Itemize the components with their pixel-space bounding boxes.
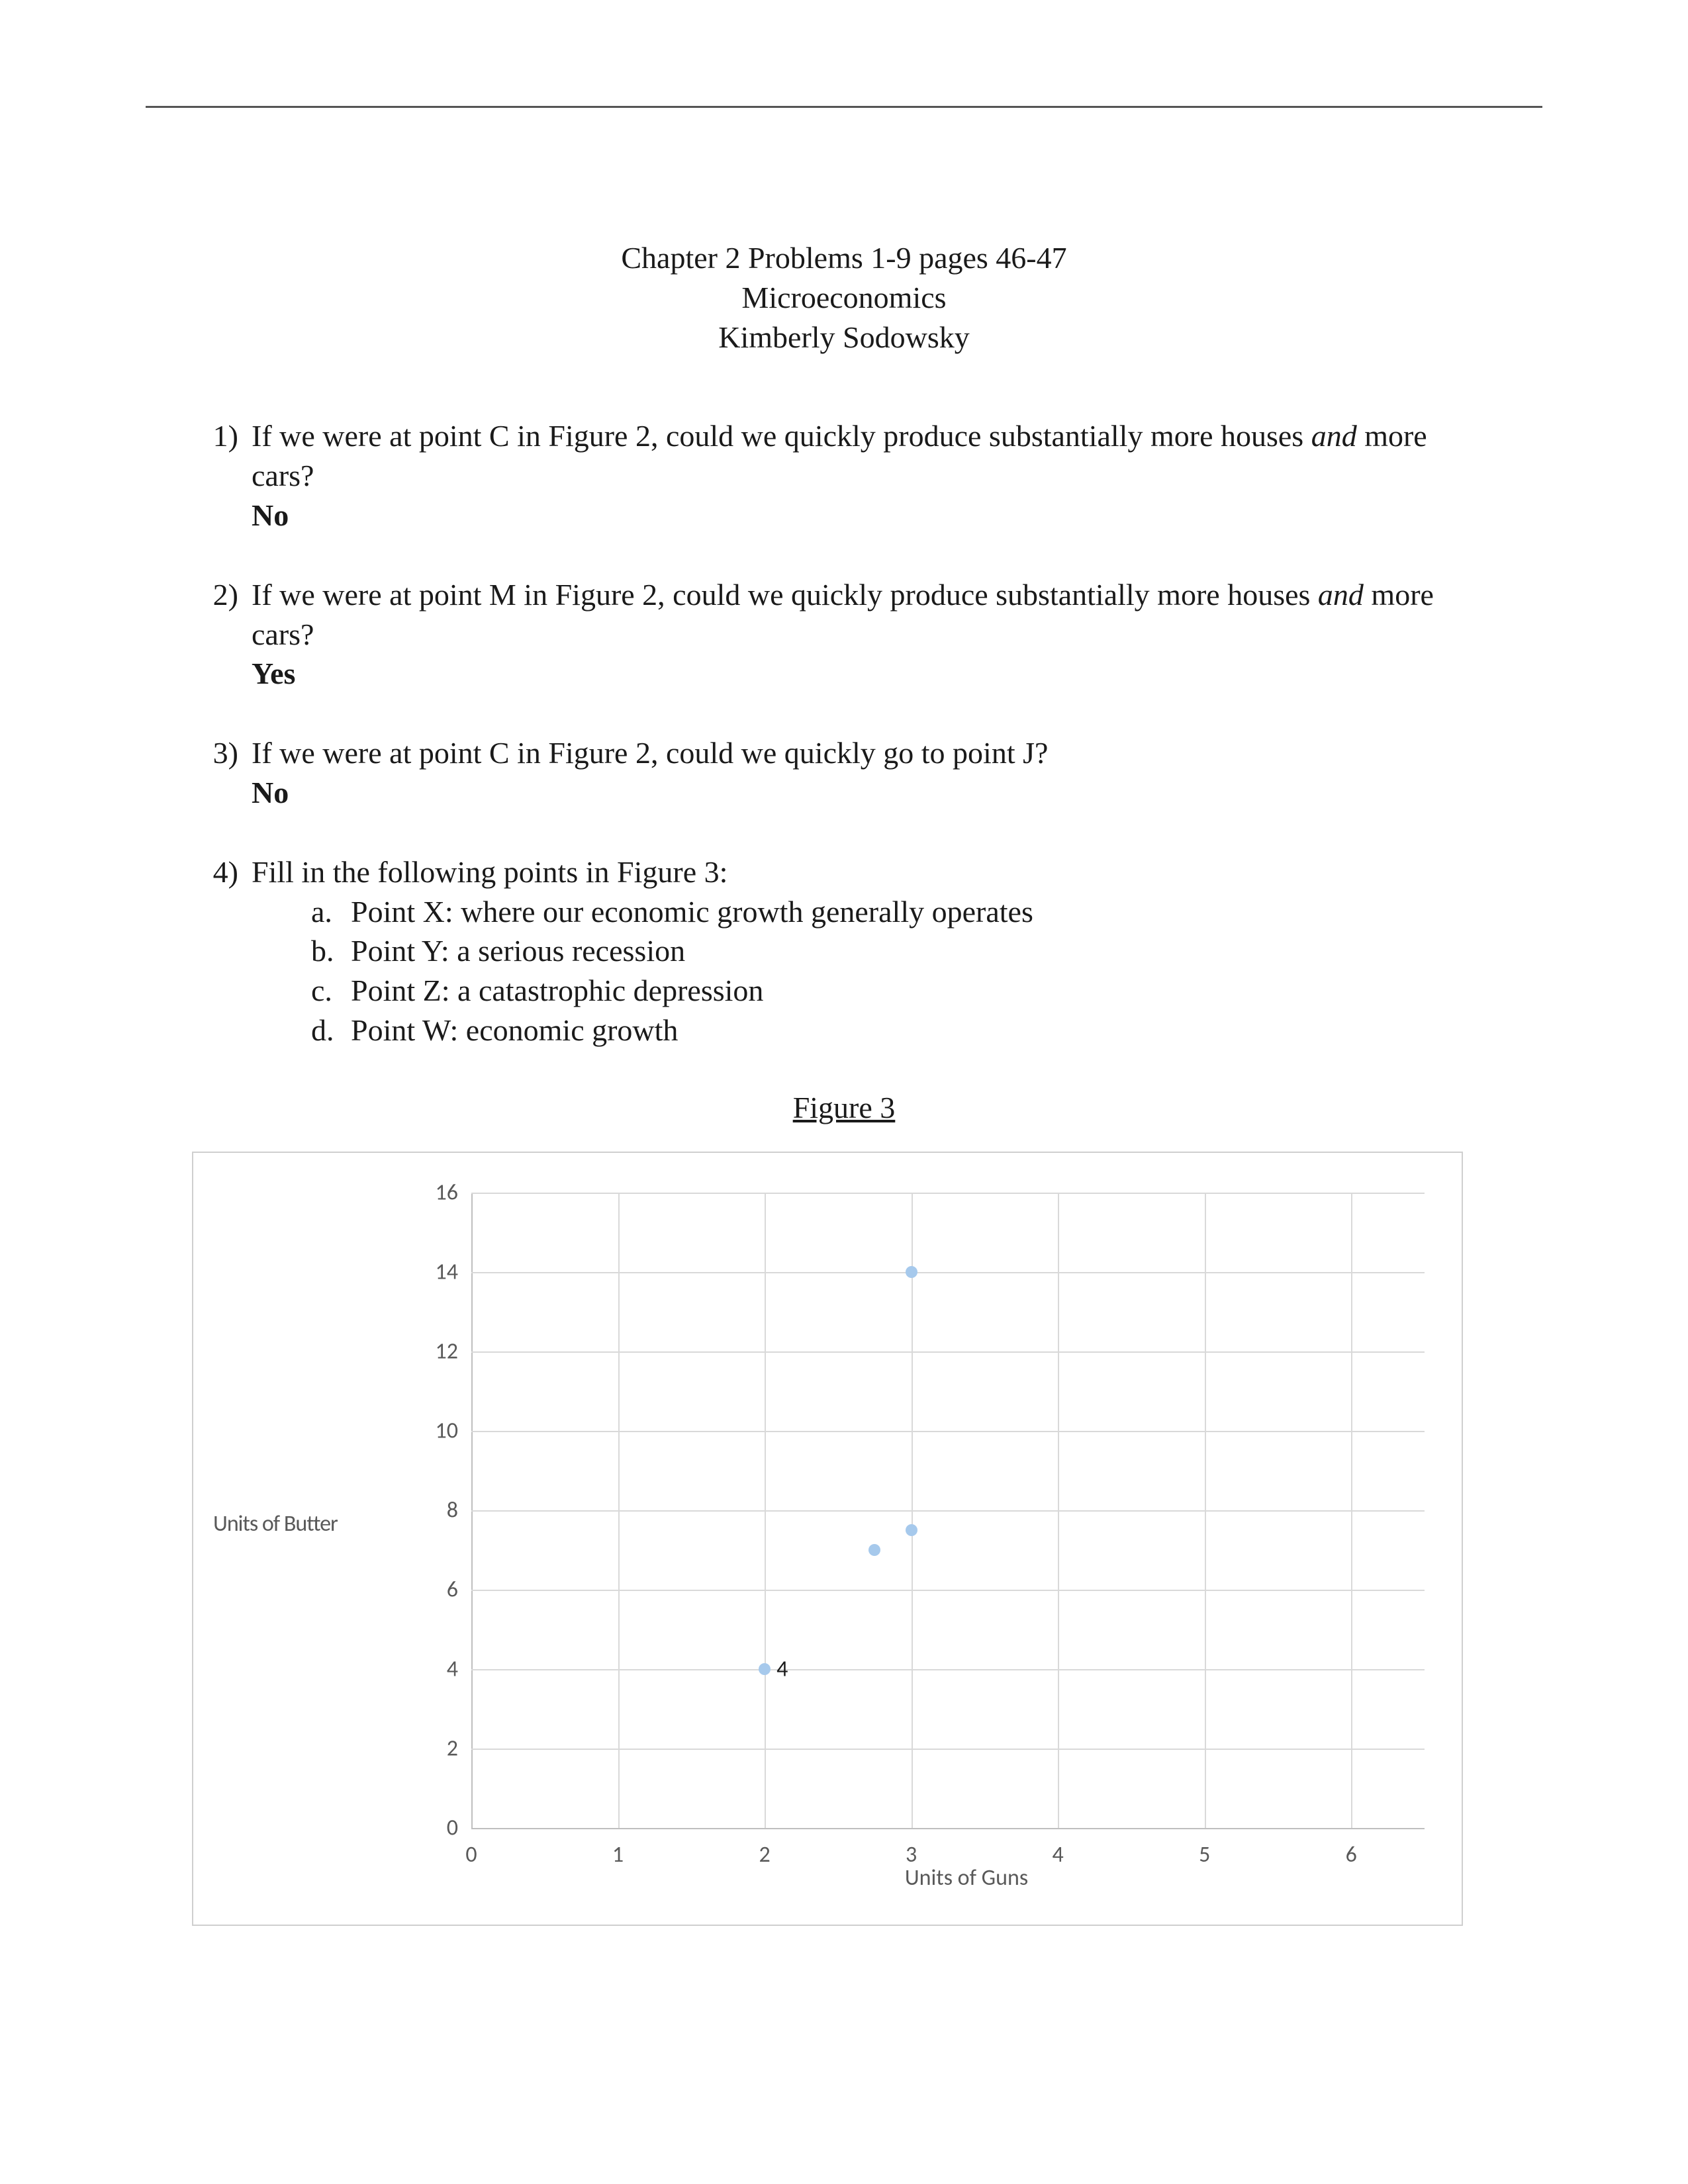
document-page: Chapter 2 Problems 1-9 pages 46-47 Micro… [0, 0, 1688, 2184]
x-axis-line [471, 1828, 1425, 1829]
scatter-point [759, 1663, 771, 1675]
question-body: Fill in the following points in Figure 3… [252, 852, 1489, 1050]
question-text: If we were at point C in Figure 2, could… [252, 736, 1048, 770]
sub-label: b. [311, 931, 351, 971]
question-text: If we were at point M in Figure 2, could… [252, 578, 1318, 612]
question-number: 2) [199, 575, 252, 694]
y-tick-label: 2 [418, 1735, 458, 1762]
horizontal-gridline [471, 1431, 1425, 1432]
y-tick-label: 10 [418, 1417, 458, 1444]
y-tick-label: 14 [418, 1258, 458, 1285]
y-tick-label: 16 [418, 1179, 458, 1206]
horizontal-gridline [471, 1749, 1425, 1750]
y-tick-label: 6 [418, 1576, 458, 1603]
header-line-1: Chapter 2 Problems 1-9 pages 46-47 [199, 238, 1489, 278]
y-tick-label: 8 [418, 1496, 458, 1524]
question-2: 2) If we were at point M in Figure 2, co… [199, 575, 1489, 694]
header-line-2: Microeconomics [199, 278, 1489, 318]
sub-item-c: c. Point Z: a catastrophic depression [311, 971, 1489, 1011]
question-1: 1) If we were at point C in Figure 2, co… [199, 416, 1489, 535]
scatter-point [868, 1544, 880, 1556]
y-axis-title: Units of Butter [213, 1510, 338, 1537]
question-body: If we were at point M in Figure 2, could… [252, 575, 1489, 694]
horizontal-gridline [471, 1351, 1425, 1353]
horizontal-gridline [471, 1272, 1425, 1273]
sub-label: a. [311, 892, 351, 932]
sub-text: Point X: where our economic growth gener… [351, 892, 1033, 932]
question-body: If we were at point C in Figure 2, could… [252, 416, 1489, 535]
question-3: 3) If we were at point C in Figure 2, co… [199, 733, 1489, 813]
question-italic: and [1311, 419, 1357, 453]
sub-item-d: d. Point W: economic growth [311, 1011, 1489, 1050]
sub-item-a: a. Point X: where our economic growth ge… [311, 892, 1489, 932]
question-number: 4) [199, 852, 252, 1050]
question-italic: and [1318, 578, 1364, 612]
y-tick-label: 0 [418, 1814, 458, 1841]
sub-label: d. [311, 1011, 351, 1050]
question-number: 1) [199, 416, 252, 535]
document-header: Chapter 2 Problems 1-9 pages 46-47 Micro… [199, 238, 1489, 357]
sub-text: Point W: economic growth [351, 1011, 678, 1050]
chart-plot-area: 012345602468101214164 [471, 1193, 1425, 1828]
top-horizontal-rule [146, 106, 1542, 108]
horizontal-gridline [471, 1669, 1425, 1670]
question-answer: Yes [252, 657, 295, 690]
horizontal-gridline [471, 1590, 1425, 1591]
sub-text: Point Y: a serious recession [351, 931, 685, 971]
figure-title: Figure 3 [199, 1090, 1489, 1125]
y-tick-label: 4 [418, 1655, 458, 1682]
scatter-point-label: 4 [776, 1655, 788, 1682]
x-axis-title: Units of Guns [193, 1864, 1462, 1891]
horizontal-gridline [471, 1193, 1425, 1194]
question-list: 1) If we were at point C in Figure 2, co… [199, 416, 1489, 1050]
document-content: Chapter 2 Problems 1-9 pages 46-47 Micro… [199, 238, 1489, 1926]
scatter-point [906, 1524, 917, 1536]
question-answer: No [252, 498, 289, 532]
question-text: Fill in the following points in Figure 3… [252, 855, 727, 889]
sub-list: a. Point X: where our economic growth ge… [252, 892, 1489, 1050]
horizontal-gridline [471, 1510, 1425, 1512]
sub-item-b: b. Point Y: a serious recession [311, 931, 1489, 971]
sub-text: Point Z: a catastrophic depression [351, 971, 763, 1011]
header-line-3: Kimberly Sodowsky [199, 318, 1489, 357]
scatter-point [906, 1266, 917, 1278]
y-tick-label: 12 [418, 1338, 458, 1365]
question-number: 3) [199, 733, 252, 813]
sub-label: c. [311, 971, 351, 1011]
question-text: If we were at point C in Figure 2, could… [252, 419, 1311, 453]
question-body: If we were at point C in Figure 2, could… [252, 733, 1489, 813]
question-answer: No [252, 776, 289, 809]
chart-figure-3: Units of Butter 012345602468101214164 Un… [192, 1152, 1463, 1926]
question-4: 4) Fill in the following points in Figur… [199, 852, 1489, 1050]
